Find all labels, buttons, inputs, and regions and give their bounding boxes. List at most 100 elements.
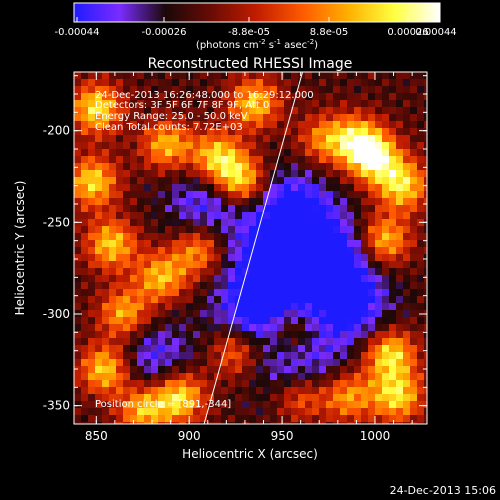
heatmap-cell bbox=[368, 191, 376, 199]
heatmap-cell bbox=[235, 107, 243, 115]
heatmap-cell bbox=[256, 254, 264, 262]
heatmap-cell bbox=[102, 86, 110, 94]
heatmap-cell bbox=[424, 401, 427, 409]
heatmap-cell bbox=[200, 177, 208, 185]
heatmap-cell bbox=[151, 317, 159, 325]
heatmap-cell bbox=[242, 275, 250, 283]
heatmap-cell bbox=[375, 142, 383, 150]
heatmap-cell bbox=[424, 380, 427, 388]
heatmap-cell bbox=[158, 79, 166, 87]
heatmap-cell bbox=[382, 359, 390, 367]
heatmap-cell bbox=[354, 86, 362, 94]
heatmap-cell bbox=[284, 79, 292, 87]
heatmap-cell bbox=[263, 289, 271, 297]
heatmap-cell bbox=[242, 380, 250, 388]
heatmap-cell bbox=[368, 366, 376, 374]
heatmap-cell bbox=[256, 233, 264, 241]
heatmap-cell bbox=[221, 324, 229, 332]
heatmap-cell bbox=[389, 373, 397, 381]
heatmap-cell bbox=[137, 86, 145, 94]
heatmap-cell bbox=[228, 142, 236, 150]
heatmap-cell bbox=[130, 114, 138, 122]
heatmap-cell bbox=[375, 296, 383, 304]
heatmap-cell bbox=[123, 415, 131, 423]
heatmap-cell bbox=[186, 331, 194, 339]
heatmap-cell bbox=[424, 79, 427, 87]
heatmap-cell bbox=[235, 163, 243, 171]
heatmap-cell bbox=[116, 415, 124, 423]
heatmap-cell bbox=[319, 233, 327, 241]
heatmap-cell bbox=[424, 135, 427, 143]
heatmap-cell bbox=[130, 366, 138, 374]
heatmap-cell bbox=[284, 163, 292, 171]
heatmap-cell bbox=[340, 72, 348, 80]
heatmap-cell bbox=[326, 303, 334, 311]
heatmap-cell bbox=[74, 408, 82, 416]
heatmap-cell bbox=[193, 401, 201, 409]
heatmap-cell bbox=[81, 177, 89, 185]
heatmap-cell bbox=[172, 317, 180, 325]
heatmap-cell bbox=[410, 352, 418, 360]
heatmap-cell bbox=[424, 422, 427, 424]
heatmap-cell bbox=[326, 254, 334, 262]
heatmap-cell bbox=[123, 275, 131, 283]
heatmap-cell bbox=[165, 394, 173, 402]
heatmap-cell bbox=[263, 268, 271, 276]
heatmap-cell bbox=[284, 331, 292, 339]
heatmap-cell bbox=[130, 373, 138, 381]
heatmap-cell bbox=[340, 282, 348, 290]
heatmap-cell bbox=[396, 219, 404, 227]
heatmap-cell bbox=[396, 142, 404, 150]
heatmap-cell bbox=[263, 324, 271, 332]
heatmap-cell bbox=[312, 401, 320, 409]
heatmap-cell bbox=[368, 177, 376, 185]
heatmap-cell bbox=[361, 331, 369, 339]
heatmap-cell bbox=[158, 191, 166, 199]
heatmap-cell bbox=[144, 198, 152, 206]
heatmap-cell bbox=[123, 240, 131, 248]
heatmap-cell bbox=[284, 296, 292, 304]
heatmap-cell bbox=[361, 191, 369, 199]
heatmap-cell bbox=[375, 149, 383, 157]
heatmap-cell bbox=[389, 142, 397, 150]
heatmap-cell bbox=[109, 345, 117, 353]
heatmap-cell bbox=[333, 331, 341, 339]
heatmap-cell bbox=[109, 352, 117, 360]
heatmap-cell bbox=[186, 408, 194, 416]
heatmap-cell bbox=[291, 303, 299, 311]
heatmap-cell bbox=[235, 261, 243, 269]
heatmap-cell bbox=[340, 303, 348, 311]
heatmap-cell bbox=[81, 184, 89, 192]
heatmap-cell bbox=[158, 184, 166, 192]
heatmap-cell bbox=[291, 219, 299, 227]
heatmap-cell bbox=[305, 86, 313, 94]
heatmap-cell bbox=[368, 212, 376, 220]
heatmap-cell bbox=[228, 373, 236, 381]
heatmap-cell bbox=[200, 205, 208, 213]
heatmap-cell bbox=[179, 86, 187, 94]
heatmap-cell bbox=[263, 394, 271, 402]
heatmap-cell bbox=[137, 156, 145, 164]
heatmap-cell bbox=[88, 394, 96, 402]
heatmap-cell bbox=[81, 352, 89, 360]
heatmap-cell bbox=[270, 72, 278, 80]
heatmap-cell bbox=[186, 366, 194, 374]
heatmap-cell bbox=[193, 261, 201, 269]
heatmap-cell bbox=[228, 380, 236, 388]
heatmap-cell bbox=[88, 156, 96, 164]
heatmap-cell bbox=[165, 184, 173, 192]
heatmap-cell bbox=[277, 254, 285, 262]
heatmap-cell bbox=[298, 408, 306, 416]
heatmap-cell bbox=[319, 387, 327, 395]
heatmap-cell bbox=[284, 142, 292, 150]
heatmap-cell bbox=[319, 247, 327, 255]
heatmap-cell bbox=[312, 408, 320, 416]
heatmap-cell bbox=[417, 282, 425, 290]
heatmap-cell bbox=[172, 296, 180, 304]
heatmap-cell bbox=[186, 282, 194, 290]
heatmap-cell bbox=[382, 345, 390, 353]
heatmap-cell bbox=[186, 394, 194, 402]
heatmap-cell bbox=[123, 408, 131, 416]
heatmap-cell bbox=[235, 226, 243, 234]
heatmap-cell bbox=[179, 219, 187, 227]
